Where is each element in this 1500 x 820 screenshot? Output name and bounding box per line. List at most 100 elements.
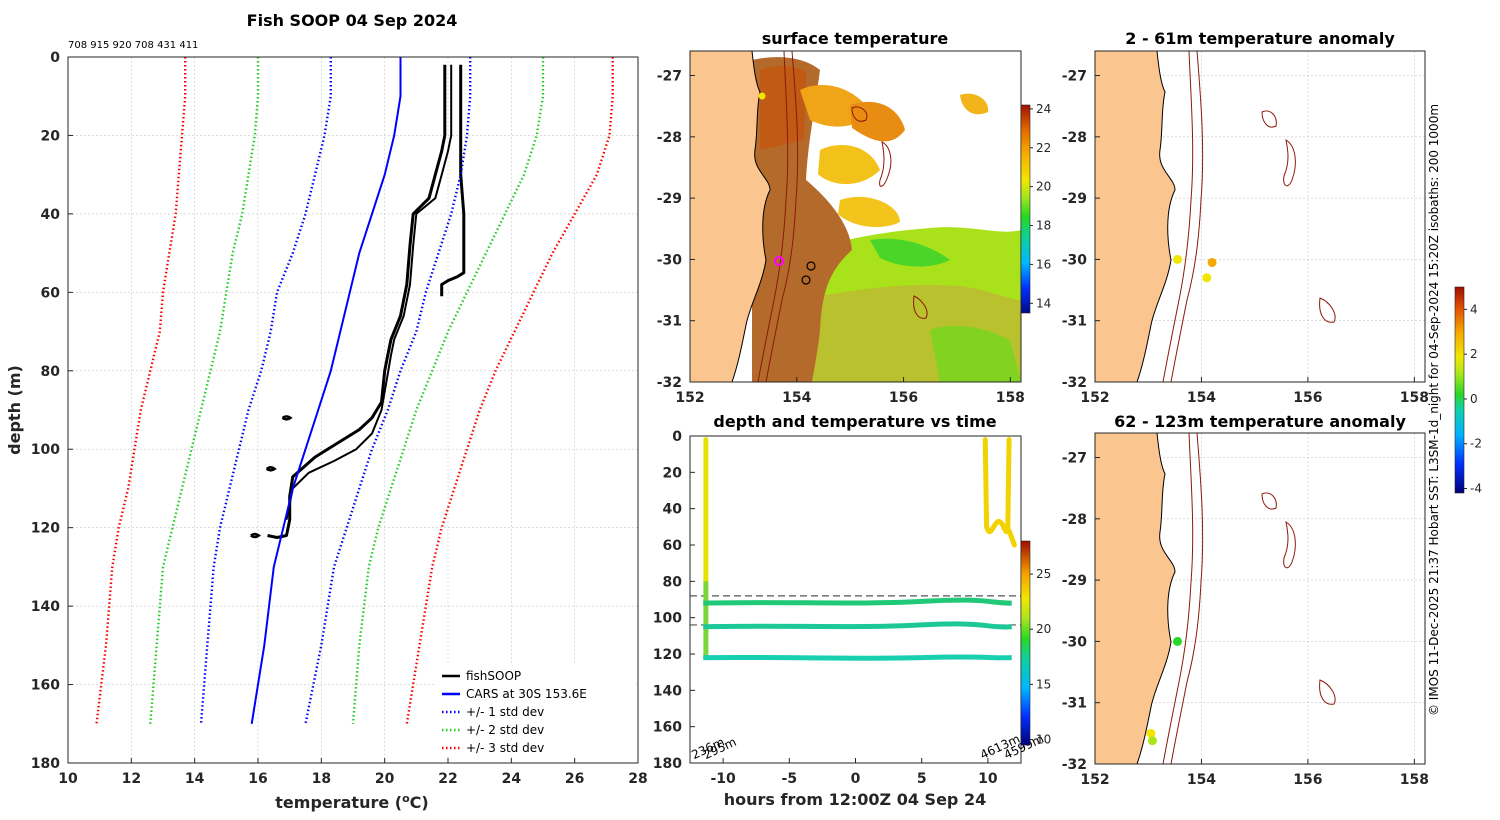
sst-colorbar-tick-label: 16 (1036, 257, 1051, 271)
anomaly-shallow-ytick-label: -31 (1062, 314, 1087, 330)
depth-time-chart: depth and temperature vs time -10 -5 0 5 100… (653, 412, 1052, 809)
anomaly-deep-ytick-label: -30 (1062, 634, 1088, 650)
sst-isobath-1000 (765, 51, 799, 382)
legend-label: +/- 3 std dev (466, 741, 544, 755)
profile-series-cars-at-30s-153-6e (250, 57, 402, 724)
anomaly-deep-ytick-label: -32 (1062, 757, 1087, 773)
profile-tick-labels: 10 12 14 16 18 20 22 24 26 28 0 20 40 60 80 100 120 140 16… (31, 50, 648, 787)
profile-series-fishsoop (285, 64, 453, 520)
sst-isobath-200 (757, 51, 789, 382)
profile-series--3-std-dev (405, 57, 614, 724)
sst-map-field (690, 51, 1021, 382)
profile-fishsoop-artifact (281, 415, 293, 421)
sst-colorbar-tick-label: 22 (1036, 141, 1051, 155)
sst-colorbar-ticks: 14 16 18 20 22 24 (1030, 102, 1051, 310)
anomaly-shallow-xtick-label: 154 (1187, 390, 1216, 406)
anomaly-shallow-map: 2 - 61m temperature anomaly 152 154 156 158… (1062, 29, 1429, 406)
profile-ytick-label: 40 (41, 207, 61, 223)
anomaly-deep-map: 62 - 123m temperature anomaly 152 154 156 1… (1062, 286, 1482, 788)
sst-seamount-2 (879, 141, 892, 187)
anomaly-shallow-xtick-label: 156 (1293, 390, 1322, 406)
depth-time-xtick-label: 5 (917, 771, 927, 787)
anomaly-deep-ytick-label: -29 (1062, 573, 1087, 589)
anomaly-shallow-seamount-3 (1319, 297, 1336, 323)
sst-map-tick-labels: 152 154 156 158 -27 -28 -29 -30 -31 -32 (657, 69, 1025, 406)
anomaly-shallow-frame (1094, 50, 1426, 383)
depth-time-colorbar (1020, 540, 1031, 746)
profile-frame (67, 56, 639, 764)
depth-time-tow-122m (703, 654, 1012, 661)
profile-fishsoop-artifact (265, 466, 277, 472)
sst-marker-2 (801, 275, 811, 285)
sst-map: surface temperature (657, 29, 1052, 406)
sst-marker-station (774, 256, 784, 266)
profile-title: Fish SOOP 04 Sep 2024 (247, 11, 458, 30)
anomaly-shallow-point (1173, 254, 1182, 264)
sst-colorbar-tick-label: 20 (1036, 180, 1051, 194)
profile-series--3-std-dev (95, 57, 187, 724)
anomaly-shallow-grid (1095, 51, 1425, 382)
anomaly-deep-seamount-3 (1319, 679, 1336, 705)
sst-region-green-south (930, 325, 1021, 382)
anomaly-deep-frame (1094, 432, 1426, 765)
anomaly-deep-xtick-label: 156 (1293, 772, 1322, 788)
sst-colorbar-tick-label: 14 (1036, 296, 1051, 310)
legend-label: +/- 1 std dev (466, 705, 544, 719)
depth-time-colorbar-tick-label: 25 (1036, 567, 1051, 581)
profile-ytick-label: 180 (31, 756, 60, 772)
profile-xtick-label: 16 (248, 771, 267, 787)
profile-ytick-label: 120 (31, 521, 60, 537)
profile-xtick-label: 22 (438, 771, 457, 787)
profile-xtick-label: 26 (565, 771, 584, 787)
anomaly-colorbar-ticks: 4 2 0 -2 -4 (1464, 302, 1482, 496)
legend-label: +/- 2 std dev (466, 723, 544, 737)
anomaly-deep-xtick-label: 154 (1187, 772, 1216, 788)
sst-patch-orange-2 (850, 101, 905, 142)
anomaly-deep-ytick-label: -31 (1062, 696, 1087, 712)
anomaly-shallow-point (1207, 257, 1217, 267)
anomaly-shallow-land (1095, 51, 1175, 382)
anomaly-colorbar-tick-label: 4 (1470, 302, 1478, 316)
side-credit: © IMOS 11-Dec-2025 21:37 Hobart SST: L3S… (1427, 104, 1441, 716)
profile-xtick-label: 24 (502, 771, 522, 787)
anomaly-colorbar-tick-label: 2 (1470, 347, 1478, 361)
anomaly-deep-ytick-label: -27 (1062, 451, 1087, 467)
sst-colorbar-tick-label: 24 (1036, 102, 1051, 116)
sst-marker-1 (806, 261, 816, 271)
depth-time-tow-92m (703, 597, 1012, 606)
profile-xtick-label: 10 (58, 771, 78, 787)
anomaly-shallow-seamount-2 (1283, 138, 1296, 187)
anomaly-shallow-points (1173, 254, 1217, 283)
profile-series--1-std-dev (199, 57, 332, 724)
anomaly-shallow-field (1095, 51, 1425, 382)
anomaly-shallow-ytick-label: -32 (1062, 375, 1087, 391)
anomaly-shallow-ytick-label: -28 (1062, 130, 1087, 146)
depth-time-ytick-label: 40 (663, 502, 683, 518)
profile-ytick-label: 60 (41, 285, 61, 301)
sst-coastline (731, 51, 771, 382)
anomaly-shallow-tick-labels: 152 154 156 158 -27 -28 -29 -30 -31 -32 (1062, 69, 1429, 406)
anomaly-deep-xtick-label: 158 (1400, 772, 1429, 788)
sst-region-green-patch (870, 238, 950, 267)
depth-time-ytick-label: 140 (653, 683, 682, 699)
profile-ytick-label: 140 (31, 599, 60, 615)
anomaly-deep-point (1147, 736, 1157, 746)
depth-time-colorbar-tick-label: 10 (1036, 732, 1051, 746)
sst-marker-yellow (758, 92, 766, 100)
anomaly-shallow-isobath-1000 (1170, 51, 1204, 382)
profile-grid (67, 56, 639, 764)
sst-ytick-label: -31 (657, 314, 682, 330)
sst-patch-yellow-2 (838, 196, 900, 228)
profile-xtick-label: 14 (185, 771, 205, 787)
sst-colorbar-tick-label: 18 (1036, 219, 1051, 233)
anomaly-colorbar-tick-label: -2 (1470, 437, 1482, 451)
depth-time-ytick-label: 20 (663, 465, 683, 481)
anomaly-shallow-coastline (1136, 51, 1176, 382)
anomaly-colorbar-tick-label: 0 (1470, 392, 1478, 406)
anomaly-deep-coastline (1136, 433, 1176, 764)
depth-time-xtick-label: 0 (851, 771, 861, 787)
anomaly-deep-field (1095, 433, 1425, 764)
anomaly-deep-points (1146, 636, 1182, 746)
profile-ytick-label: 20 (41, 128, 61, 144)
anomaly-deep-point (1173, 636, 1182, 646)
